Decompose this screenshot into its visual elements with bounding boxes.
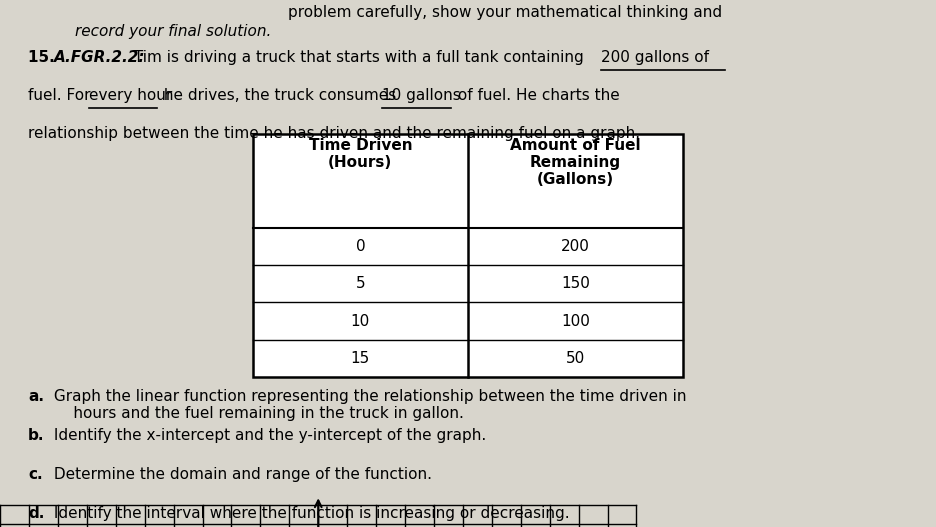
Text: 200: 200 <box>562 239 590 254</box>
Text: 100: 100 <box>562 314 590 328</box>
Text: A.FGR.2.2:: A.FGR.2.2: <box>54 50 146 65</box>
Text: d.: d. <box>28 506 44 521</box>
Text: Tim is driving a truck that starts with a full tank containing: Tim is driving a truck that starts with … <box>129 50 589 65</box>
Text: of fuel. He charts the: of fuel. He charts the <box>453 88 620 103</box>
Text: 150: 150 <box>562 277 590 291</box>
Text: 50: 50 <box>566 351 585 366</box>
Text: 15.: 15. <box>28 50 60 65</box>
Text: Determine the domain and range of the function.: Determine the domain and range of the fu… <box>49 467 431 482</box>
FancyBboxPatch shape <box>253 134 683 377</box>
Text: a.: a. <box>28 389 44 404</box>
Text: Graph the linear function representing the relationship between the time driven : Graph the linear function representing t… <box>49 389 686 421</box>
Text: he drives, the truck consumes: he drives, the truck consumes <box>159 88 402 103</box>
Text: problem carefully, show your mathematical thinking and: problem carefully, show your mathematica… <box>288 5 723 20</box>
Text: b.: b. <box>28 428 45 443</box>
Text: relationship between the time he has driven and the remaining fuel on a graph.: relationship between the time he has dri… <box>28 126 640 141</box>
Text: record your final solution.: record your final solution. <box>75 24 271 38</box>
Text: Amount of Fuel
Remaining
(Gallons): Amount of Fuel Remaining (Gallons) <box>510 138 641 187</box>
Text: c.: c. <box>28 467 43 482</box>
Text: 10 gallons: 10 gallons <box>382 88 461 103</box>
Text: 15: 15 <box>351 351 370 366</box>
Text: 10: 10 <box>351 314 370 328</box>
Text: every hour: every hour <box>89 88 172 103</box>
Text: fuel. For: fuel. For <box>28 88 95 103</box>
Text: 0: 0 <box>356 239 365 254</box>
Text: Time Driven
(Hours): Time Driven (Hours) <box>309 138 412 170</box>
Text: 5: 5 <box>356 277 365 291</box>
Text: 200 gallons of: 200 gallons of <box>601 50 709 65</box>
Text: Identify the interval where the function is increasing or decreasing.: Identify the interval where the function… <box>49 506 569 521</box>
Text: Identify the x-intercept and the y-intercept of the graph.: Identify the x-intercept and the y-inter… <box>49 428 486 443</box>
